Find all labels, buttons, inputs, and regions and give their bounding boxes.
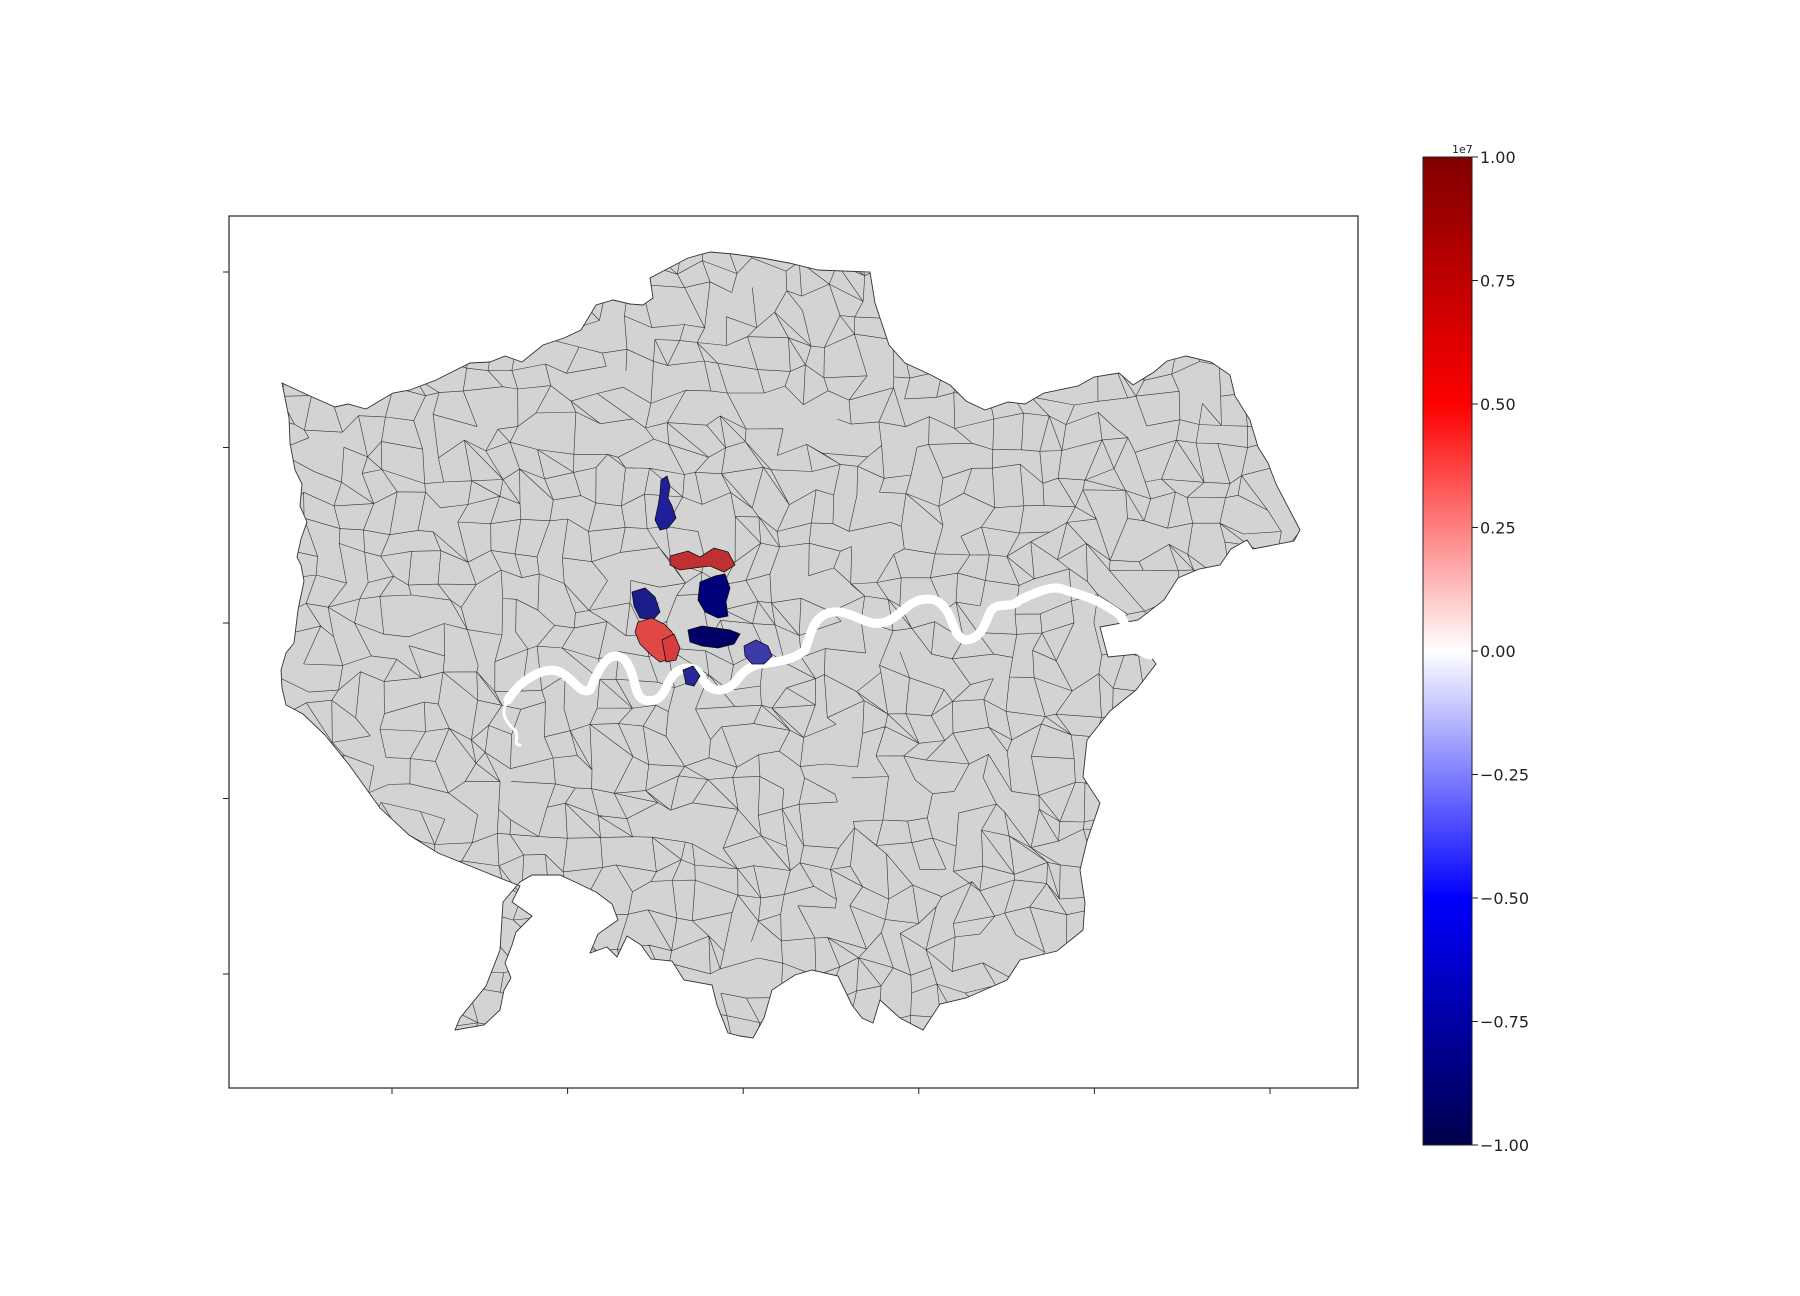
colorbar-tick-label: 0.75 bbox=[1480, 272, 1516, 291]
region-red-cluster-north bbox=[669, 547, 736, 573]
map-axes-frame bbox=[228, 215, 1359, 1089]
region-blue-cluster-center bbox=[687, 625, 741, 649]
colorbar-offset-text: 1e7 bbox=[1452, 143, 1473, 156]
colorbar-tick-label: −0.50 bbox=[1480, 889, 1529, 908]
region-blue-cluster-southeast bbox=[743, 639, 773, 665]
region-blue-cluster-west bbox=[631, 587, 661, 621]
colorbar-ticks: 1.00 0.75 0.50 0.25 0.00 −0.25 −0.50 −0.75 −1.00 bbox=[1472, 148, 1529, 1155]
x-axis-ticks bbox=[391, 1088, 1271, 1094]
colorbar-tick-label: −0.75 bbox=[1480, 1013, 1529, 1032]
region-blue-cluster-east bbox=[697, 573, 731, 619]
thames-upper-channel bbox=[502, 698, 522, 747]
colorbar-tick-label: 0.00 bbox=[1480, 642, 1516, 661]
region-north-blue bbox=[654, 475, 677, 531]
colorbar-tick-label: −0.25 bbox=[1480, 766, 1529, 785]
colorbar-gradient bbox=[1422, 156, 1473, 1146]
colorbar-tick-label: −1.00 bbox=[1480, 1136, 1529, 1155]
data-regions bbox=[631, 475, 773, 687]
colorbar-tick-label: 0.25 bbox=[1480, 519, 1516, 538]
london-outline bbox=[280, 251, 1301, 1039]
region-blue-cluster-south bbox=[682, 665, 701, 687]
colorbar-tick-label: 0.50 bbox=[1480, 395, 1516, 414]
london-map bbox=[280, 251, 1301, 1039]
colorbar: 1e7 1.00 0.75 0.50 0.25 0.00 −0.25 −0.50 −0.75 −… bbox=[1422, 143, 1529, 1155]
region-red-cluster-south bbox=[661, 633, 681, 663]
y-axis-ticks bbox=[223, 271, 229, 975]
colorbar-tick-label: 1.00 bbox=[1480, 148, 1516, 167]
thames-river bbox=[503, 583, 1155, 706]
